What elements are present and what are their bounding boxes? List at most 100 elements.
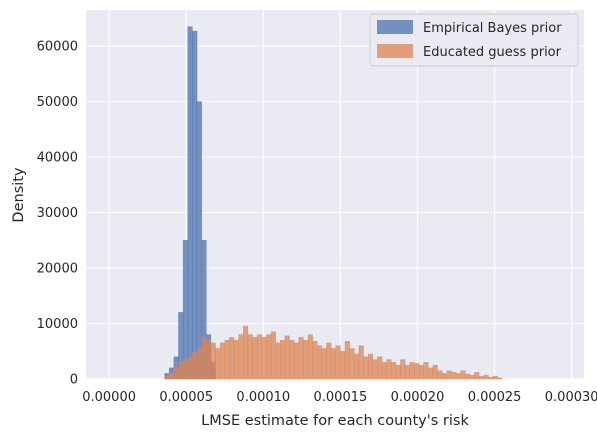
histogram-bar — [441, 373, 447, 380]
x-tick-label: 0.00015 — [314, 390, 368, 405]
histogram-bar — [432, 364, 438, 380]
legend-label-empirical-bayes: Empirical Bayes prior — [423, 21, 562, 36]
histogram-bar — [206, 339, 212, 380]
x-tick-label: 0.00010 — [236, 390, 290, 405]
histogram-bar — [215, 348, 221, 380]
histogram-bar — [261, 337, 267, 380]
series-educated-guess — [164, 326, 503, 380]
histogram-bar — [446, 370, 452, 380]
histogram-bar — [187, 26, 193, 380]
histogram-bar — [460, 370, 466, 380]
histogram-bar — [256, 334, 262, 380]
histogram-bar — [404, 364, 410, 380]
histogram-bar — [354, 353, 360, 380]
legend: Empirical Bayes prior Educated guess pri… — [369, 13, 579, 67]
histogram-bar — [219, 342, 225, 380]
y-tick-label: 60000 — [37, 40, 78, 55]
histogram-bar — [377, 356, 383, 380]
histogram-bar — [182, 240, 188, 380]
histogram-bar — [243, 326, 249, 380]
histogram-bar — [192, 30, 198, 380]
histogram-bar — [238, 334, 244, 380]
y-tick-label: 50000 — [37, 95, 78, 110]
histogram-bar — [178, 362, 184, 380]
y-tick-label: 20000 — [37, 262, 78, 277]
x-tick-label: 0.00005 — [159, 390, 213, 405]
y-tick-label: 40000 — [37, 151, 78, 166]
bars-layer — [164, 26, 503, 380]
y-tick-labels: 0 10000 20000 30000 40000 50000 60000 — [37, 40, 78, 388]
histogram-bar — [164, 376, 170, 380]
histogram-bar — [280, 339, 286, 380]
histogram-bar — [321, 348, 327, 380]
histogram-bar — [192, 352, 198, 380]
histogram-bar — [335, 345, 341, 380]
histogram-bar — [196, 101, 202, 380]
histogram-bar — [455, 373, 461, 380]
histogram-bar — [247, 334, 253, 380]
histogram-bar — [358, 345, 364, 380]
histogram-bar — [307, 334, 313, 380]
histogram-bar — [386, 359, 392, 380]
histogram-bar — [381, 362, 387, 380]
histogram-bar — [270, 331, 276, 380]
histogram-bar — [483, 374, 489, 380]
x-tick-label: 0.00025 — [468, 390, 522, 405]
histogram-bar — [367, 353, 373, 380]
x-tick-label: 0.00020 — [391, 390, 445, 405]
histogram-bar — [437, 370, 443, 380]
histogram-bar — [400, 359, 406, 380]
histogram-bar — [169, 373, 175, 380]
histogram-bar — [252, 337, 258, 380]
histogram-bar — [293, 342, 299, 380]
histogram-bar — [303, 339, 309, 380]
histogram-bar — [423, 362, 429, 380]
histogram-bar — [492, 376, 498, 380]
histogram-bar — [497, 377, 503, 380]
legend-box — [369, 13, 579, 67]
y-axis-label: Density — [11, 167, 27, 223]
legend-swatch-educated-guess — [377, 44, 413, 58]
histogram-bar — [224, 339, 230, 380]
histogram-bar — [229, 337, 235, 380]
histogram-bar — [182, 359, 188, 380]
histogram-bar — [488, 377, 494, 380]
histogram-bar — [312, 341, 318, 380]
histogram-bar — [233, 339, 239, 380]
histogram-bar — [428, 367, 434, 380]
histogram-bar — [196, 348, 202, 380]
x-tick-label: 0.00000 — [82, 390, 136, 405]
legend-label-educated-guess: Educated guess prior — [423, 45, 562, 60]
histogram-bar — [363, 356, 369, 380]
histogram-bar — [275, 342, 281, 380]
histogram-bar — [201, 337, 207, 380]
legend-swatch-empirical-bayes — [377, 20, 413, 34]
histogram-bar — [298, 337, 304, 380]
histogram-bar — [210, 342, 216, 380]
x-tick-label: 0.00030 — [545, 390, 597, 405]
histogram-bar — [187, 356, 193, 380]
histogram-bar — [344, 341, 350, 380]
histogram-bar — [289, 339, 295, 380]
x-tick-labels: 0.00000 0.00005 0.00010 0.00015 0.00020 0.000… — [82, 390, 597, 405]
histogram-bar — [409, 362, 415, 380]
histogram-bar — [317, 345, 323, 380]
histogram-bar — [465, 373, 471, 380]
histogram-bar — [284, 335, 290, 380]
histogram-bar — [173, 367, 179, 380]
y-tick-label: 0 — [70, 373, 78, 388]
y-tick-label: 10000 — [37, 317, 78, 332]
histogram-bar — [451, 372, 457, 380]
histogram-bar — [266, 334, 272, 380]
histogram-bar — [414, 363, 420, 380]
histogram-bar — [391, 362, 397, 380]
histogram-bar — [340, 351, 346, 380]
histogram-bar — [478, 376, 484, 380]
histogram-bar — [326, 342, 332, 380]
histogram-bar — [418, 364, 424, 380]
histogram-bar — [474, 372, 480, 380]
y-tick-label: 30000 — [37, 206, 78, 221]
histogram-bar — [330, 348, 336, 380]
x-axis-label: LMSE estimate for each county's risk — [201, 413, 469, 429]
